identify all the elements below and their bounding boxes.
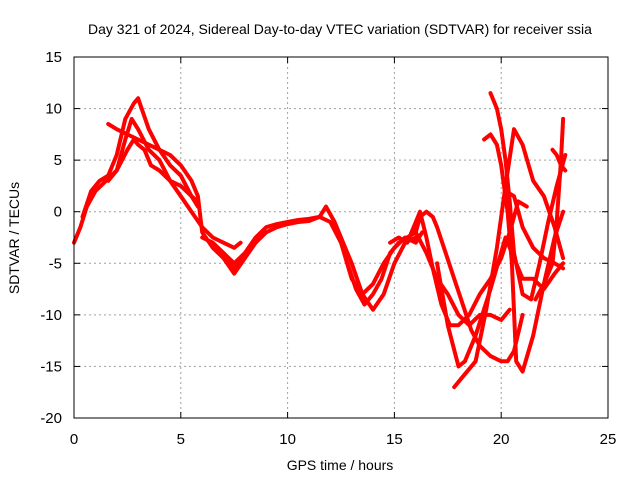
series-track-15: [533, 116, 566, 302]
y-tick-label: 0: [54, 204, 62, 221]
series-track-6: [221, 204, 418, 312]
y-tick-label: 15: [45, 49, 62, 66]
x-axis-label: GPS time / hours: [287, 457, 394, 473]
axis-ticks: [73, 56, 609, 419]
y-tick-label: 10: [45, 101, 62, 118]
x-tick-label: 20: [493, 431, 510, 448]
series-track-14: [503, 189, 566, 271]
y-tick-label: -20: [40, 410, 62, 427]
series-track-11: [452, 127, 566, 390]
x-tick-labels: 0 5 10 15 20 25: [70, 431, 617, 448]
data-series: [72, 91, 568, 390]
x-tick-label: 0: [70, 431, 78, 448]
y-tick-label: -10: [40, 307, 62, 324]
plot-frame: [73, 56, 609, 419]
x-tick-label: 25: [600, 431, 617, 448]
y-tick-label: 5: [54, 152, 62, 169]
x-tick-label: 5: [177, 431, 185, 448]
series-track-2: [80, 96, 200, 219]
chart-title: Day 321 of 2024, Sidereal Day-to-day VTE…: [88, 21, 592, 37]
x-tick-label: 10: [279, 431, 296, 448]
x-tick-label: 15: [386, 431, 403, 448]
series-track-1: [72, 137, 200, 245]
series-track-12: [488, 91, 568, 302]
y-tick-label: -15: [40, 358, 62, 375]
series-track-9: [413, 209, 525, 364]
y-axis-label: SDTVAR / TECUs: [6, 182, 22, 294]
series-track-3: [106, 122, 245, 271]
y-tick-label: -5: [49, 255, 62, 272]
series-track-16: [550, 147, 568, 173]
series-track-10: [435, 235, 566, 369]
series-track-4: [106, 116, 243, 250]
y-tick-labels: -20 -15 -10 -5 0 5 10 15: [40, 49, 62, 427]
